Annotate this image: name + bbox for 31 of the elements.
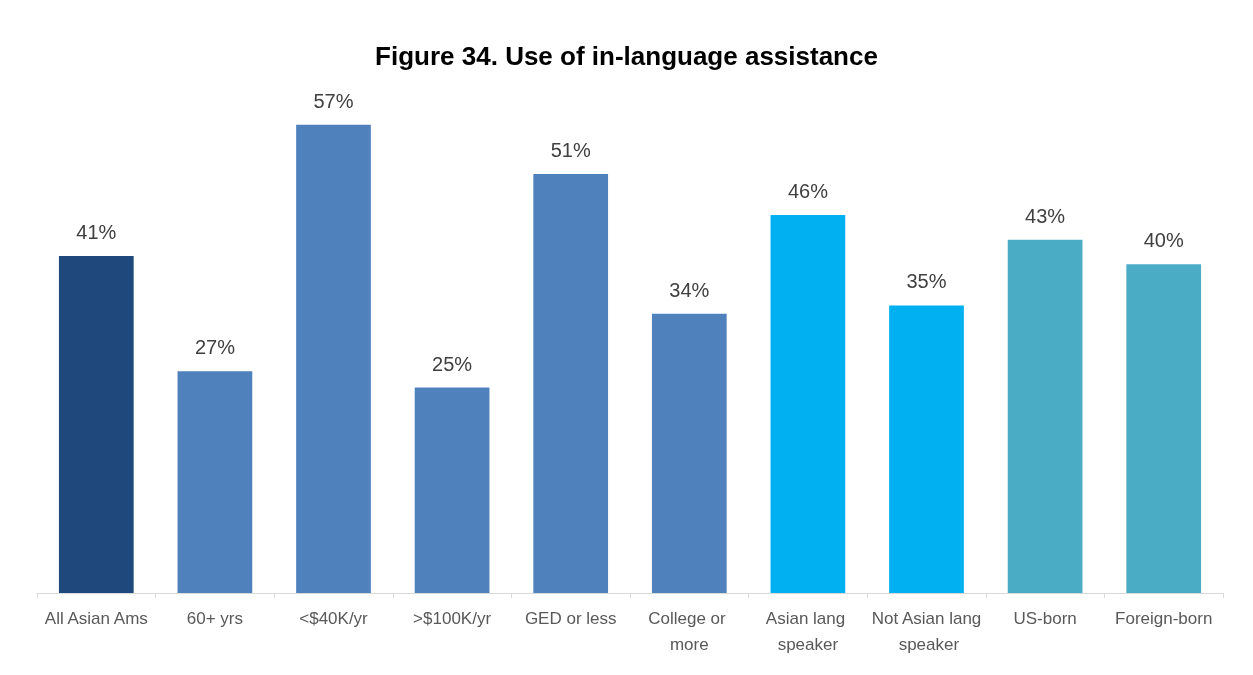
- bar: [177, 371, 253, 593]
- data-label: 27%: [194, 336, 236, 359]
- x-tick-label: 60+ yrs: [186, 608, 244, 628]
- bar: [1007, 239, 1083, 593]
- data-label: 51%: [550, 138, 591, 161]
- x-tick-label: >$100K/yr: [413, 608, 492, 628]
- data-label: 40%: [1143, 229, 1184, 252]
- x-tick-label: All Asian Ams: [44, 608, 148, 628]
- bar: [770, 215, 846, 593]
- bar: [889, 305, 964, 593]
- x-tick-label: Not Asian lang speaker: [871, 608, 982, 654]
- x-tick-label: GED or less: [524, 608, 617, 628]
- chart-title: Figure 34. Use of in-language assistance: [375, 41, 878, 71]
- data-label: 41%: [76, 221, 117, 244]
- data-label: 34%: [669, 278, 710, 301]
- bar: [58, 256, 134, 593]
- x-tick-label: <$40K/yr: [299, 608, 369, 628]
- x-tick-label: US-born: [1013, 608, 1077, 628]
- bar: [414, 387, 490, 593]
- x-tick-label: Foreign-born: [1115, 608, 1213, 628]
- bar: [651, 313, 727, 593]
- data-label: 25%: [432, 352, 473, 375]
- bar: [533, 173, 609, 593]
- data-label: 35%: [906, 270, 947, 293]
- data-label: 43%: [1025, 204, 1066, 227]
- bar: [1126, 264, 1202, 593]
- data-label: 57%: [313, 89, 354, 112]
- x-tick-label: Asian lang speaker: [765, 608, 850, 654]
- bar: [296, 124, 371, 593]
- x-tick-label: College or more: [648, 608, 731, 654]
- data-label: 46%: [787, 180, 829, 203]
